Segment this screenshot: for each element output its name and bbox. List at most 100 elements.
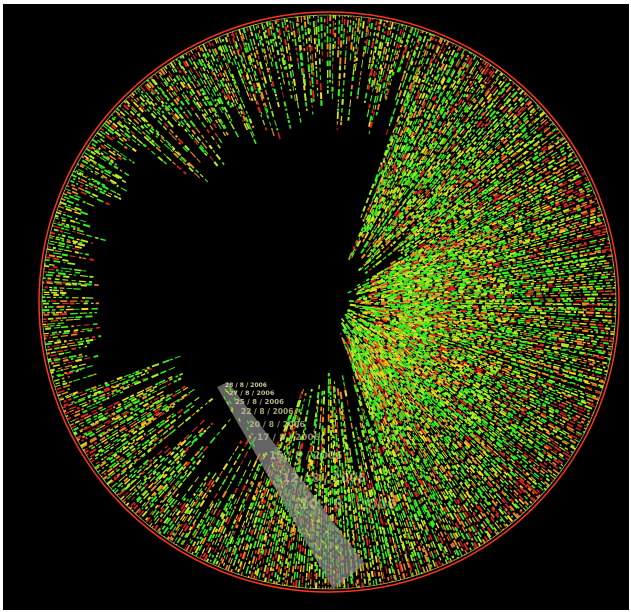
data-segment [363,337,370,344]
data-segment [395,415,399,419]
data-segment [591,402,594,406]
data-segment [561,416,570,422]
data-segment [552,468,560,475]
data-segment [552,330,559,333]
data-segment [453,425,461,433]
data-segment [340,410,344,416]
data-segment [520,424,524,428]
data-segment [485,485,490,490]
data-segment [512,341,517,345]
data-segment [450,420,454,424]
data-segment [352,327,360,335]
data-segment [415,382,419,387]
data-segment [419,378,423,382]
radial-visualization-canvas[interactable]: 28 / 8 / 2006 27 / 8 / 2006 25 / 8 / 200… [3,4,629,610]
data-segment [591,340,598,343]
data-segment [414,310,420,314]
data-segment [347,320,353,326]
data-segment [423,353,431,359]
data-segment [448,359,457,364]
data-segment [452,340,459,344]
data-segment [579,385,584,387]
radial-visualization[interactable]: 28 / 8 / 2006 27 / 8 / 2006 25 / 8 / 200… [3,4,629,610]
data-segment [442,392,447,396]
data-segment [541,325,548,328]
data-segment [429,472,433,477]
data-segment [490,507,495,513]
data-segment [483,392,491,398]
data-segment [534,448,538,453]
data-segment [398,429,404,437]
data-segment [411,333,417,338]
data-segment [417,389,421,393]
data-segment [372,389,378,397]
data-segment [380,351,385,356]
data-segment [370,551,374,559]
data-segment [447,379,451,383]
data-segment [413,397,417,401]
data-segment [539,477,543,481]
data-segment [429,321,437,326]
data-segment [374,360,378,363]
data-segment [385,425,390,433]
data-segment [463,331,467,335]
data-segment [406,309,413,313]
data-segment [495,467,502,474]
data-segment [543,480,551,487]
data-segment [465,393,473,399]
data-segment [496,380,501,384]
data-segment [547,353,553,356]
radial-data-rays [42,14,616,590]
data-segment [424,391,432,399]
data-segment [562,336,569,339]
data-segment [455,408,463,416]
data-segment [518,476,525,483]
data-segment [560,463,564,467]
data-segment [536,489,541,493]
data-segment [409,547,413,551]
data-segment [473,545,476,550]
data-segment [415,446,419,450]
data-segment [394,441,398,446]
data-segment [357,361,361,367]
data-segment [459,540,464,548]
data-segment [474,349,481,354]
data-segment [384,472,388,476]
data-segment [389,337,397,343]
data-segment [517,425,525,432]
data-segment [470,448,476,454]
data-segment [340,322,347,330]
data-segment [420,434,426,443]
data-segment [578,377,583,381]
data-segment [389,422,393,428]
data-segment [447,318,456,322]
data-segment [402,366,407,371]
data-segment [378,488,381,492]
data-segment [468,320,473,323]
data-segment [430,369,434,373]
data-segment [448,478,452,482]
data-segment [509,498,515,504]
data-segment [423,503,428,510]
data-segment [429,494,434,500]
data-segment [482,486,488,492]
data-segment [449,337,453,339]
data-segment [465,372,471,377]
data-segment [448,381,452,385]
data-segment [440,365,445,369]
data-segment [433,550,437,554]
data-segment [451,373,459,379]
data-segment [501,346,509,350]
data-segment [396,361,403,368]
data-segment [464,511,469,517]
data-segment [490,370,497,375]
data-segment [519,508,523,512]
data-segment [584,328,592,331]
data-segment [481,439,485,444]
data-segment [476,474,481,481]
data-segment [487,321,495,324]
data-segment [438,417,443,423]
data-segment [465,366,472,371]
data-segment [495,510,500,515]
data-segment [476,369,482,374]
